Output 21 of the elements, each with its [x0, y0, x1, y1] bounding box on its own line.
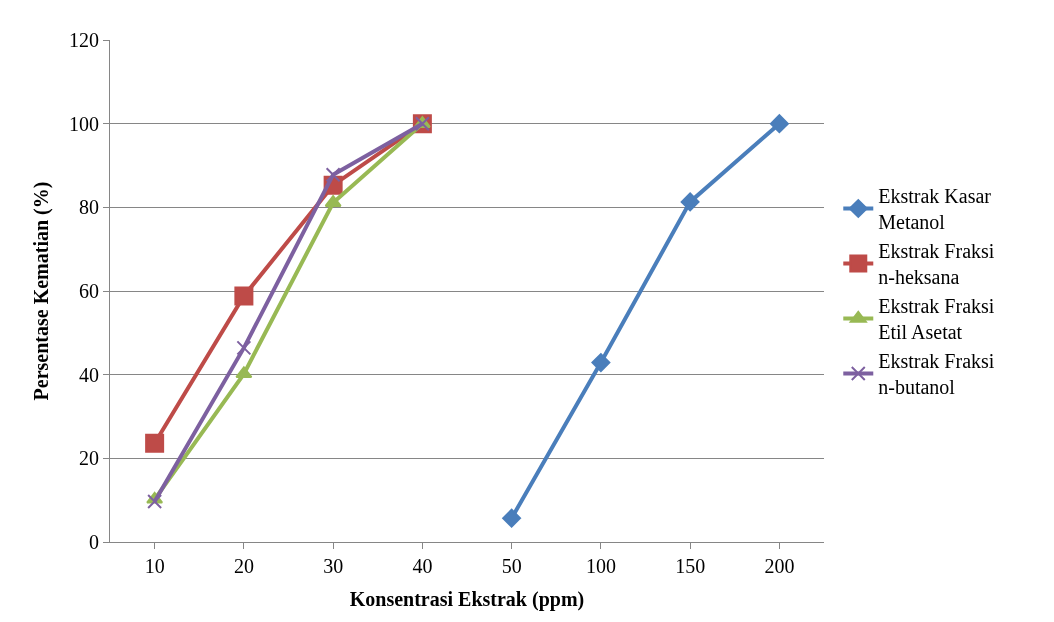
legend-label: Ekstrak Fraksi Etil Asetat	[878, 295, 995, 344]
x-tick-label: 50	[501, 555, 522, 577]
y-tick-label: 120	[69, 29, 99, 51]
x-tick-label: 20	[233, 555, 254, 577]
x-tick-label: 30	[323, 555, 344, 577]
y-tick-label: 100	[69, 112, 99, 135]
y-axis-title: Persentase Kematian (%)	[29, 181, 53, 401]
y-tick-label: 80	[79, 196, 99, 219]
y-tick-label: 0	[89, 531, 99, 553]
x-axis-title: Konsentrasi Ekstrak (ppm)	[349, 587, 585, 611]
y-tick-label: 20	[79, 447, 99, 470]
x-tick-label: 150	[675, 555, 706, 577]
legend-label: Ekstrak Kasar Metanol	[878, 185, 992, 234]
legend-label: Ekstrak Fraksi n-butanol	[878, 350, 995, 399]
x-tick-label: 200	[764, 555, 795, 577]
x-tick-label: 100	[585, 555, 616, 577]
legend-label: Ekstrak Fraksi n-heksana	[878, 240, 995, 289]
y-tick-label: 60	[79, 280, 99, 302]
y-tick-label: 40	[79, 363, 99, 386]
x-tick-label: 40	[412, 555, 433, 577]
x-tick-label: 10	[144, 555, 165, 577]
